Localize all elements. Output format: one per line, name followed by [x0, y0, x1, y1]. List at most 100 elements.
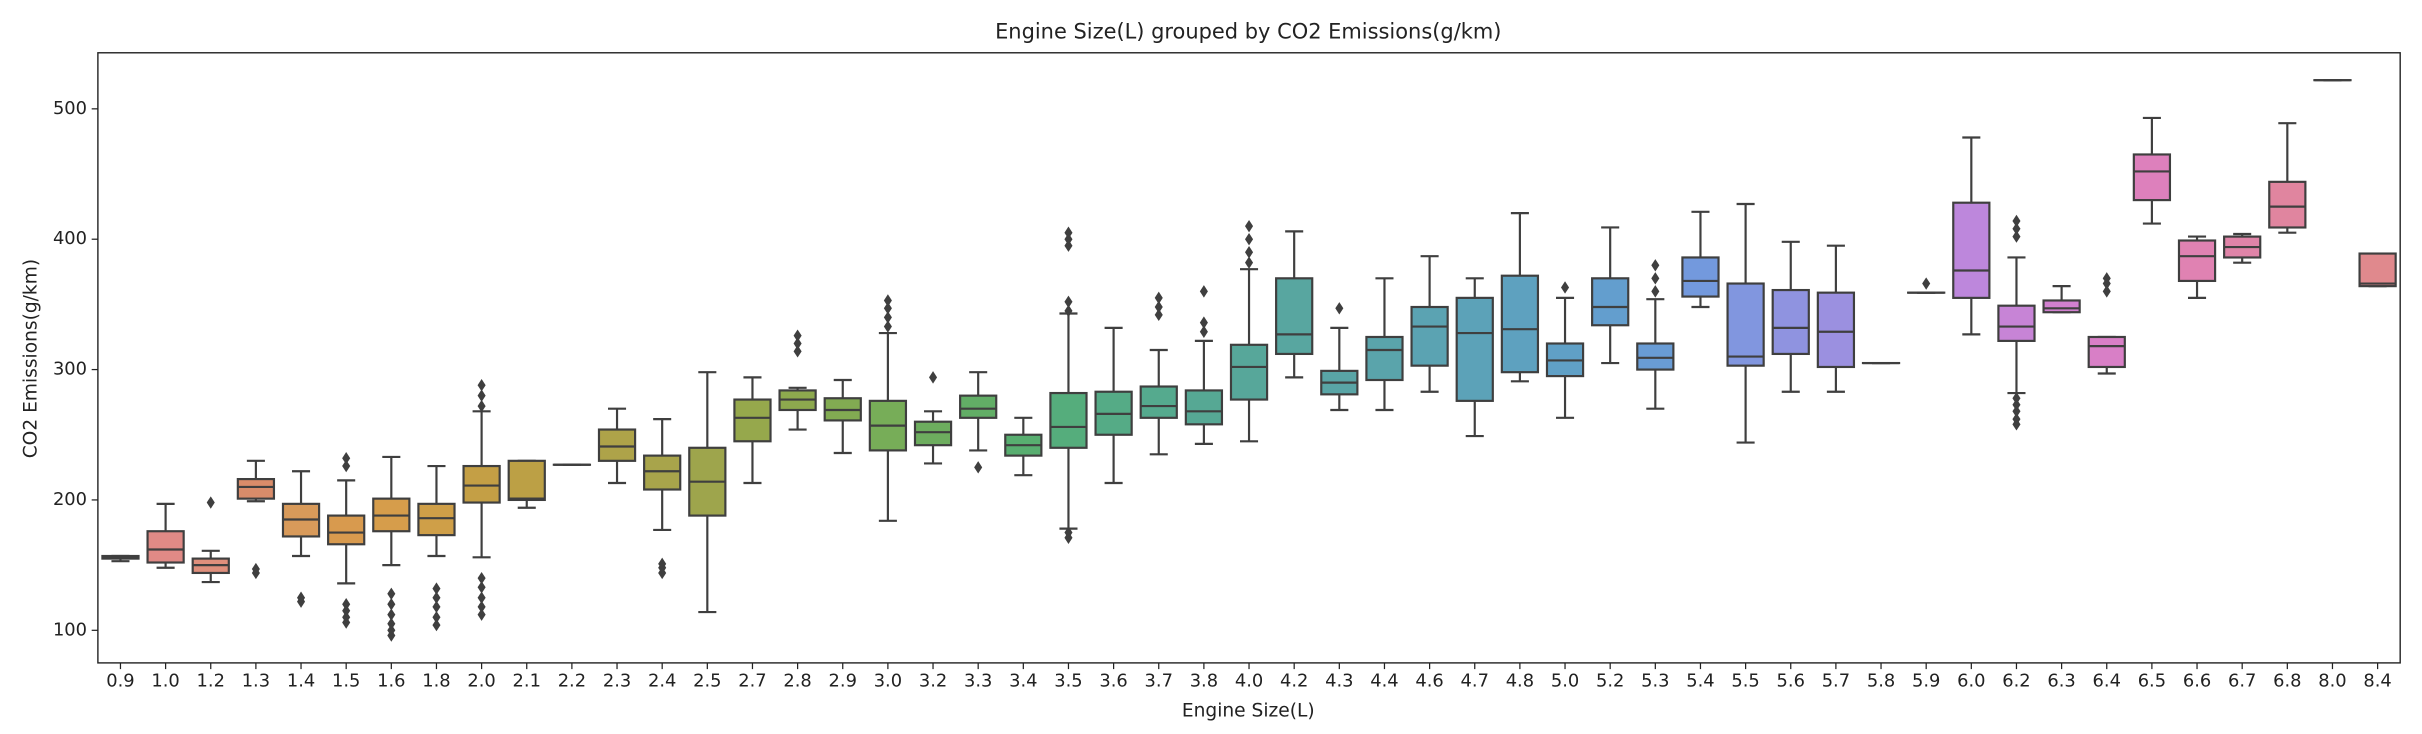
- x-tick-label: 3.2: [919, 671, 947, 692]
- box: [1410, 305, 1449, 367]
- box: [1500, 274, 1540, 374]
- x-tick-label: 1.3: [242, 671, 270, 692]
- outlier: [2012, 214, 2021, 228]
- x-tick-label: 5.6: [1777, 671, 1805, 692]
- x-tick-label: 5.7: [1822, 671, 1850, 692]
- x-tick-label: 2.9: [829, 671, 857, 692]
- plot-frame: [97, 52, 2401, 664]
- x-tick-label: 2.0: [467, 671, 495, 692]
- outlier: [1199, 285, 1208, 298]
- x-tick-label: 5.2: [1596, 671, 1624, 692]
- box: [2087, 335, 2126, 369]
- outlier: [342, 598, 351, 611]
- x-tick-label: 3.0: [874, 671, 902, 692]
- x-tick-label: 1.0: [151, 671, 179, 692]
- x-tick-label: 6.3: [2047, 671, 2075, 692]
- box: [1997, 304, 2036, 342]
- box: [1726, 282, 1765, 367]
- x-tick-label: 2.7: [738, 671, 766, 692]
- y-tick-label: 500: [53, 98, 87, 119]
- outlier: [974, 461, 983, 474]
- x-tick-label: 4.7: [1461, 671, 1489, 692]
- x-tick-label: 2.1: [513, 671, 541, 692]
- box: [2132, 153, 2172, 202]
- outlier: [2012, 222, 2021, 235]
- box: [1184, 389, 1224, 426]
- x-tick-label: 3.6: [1099, 671, 1127, 692]
- y-tick-label: 400: [53, 228, 87, 249]
- box: [1275, 277, 1314, 356]
- outlier: [1064, 239, 1073, 252]
- outlier: [2012, 230, 2021, 243]
- outlier: [1064, 304, 1073, 318]
- x-tick-label: 5.3: [1641, 671, 1669, 692]
- box: [236, 477, 276, 500]
- box: [462, 464, 501, 504]
- x-tick-label: 8.4: [2363, 671, 2391, 692]
- outlier: [1199, 316, 1208, 329]
- x-tick-label: 3.5: [1054, 671, 1082, 692]
- outlier: [1064, 232, 1073, 246]
- x-tick-label: 4.2: [1280, 671, 1308, 692]
- outlier: [1244, 246, 1254, 259]
- x-tick-label: 0.9: [106, 671, 134, 692]
- outlier: [477, 389, 486, 402]
- outlier: [2012, 392, 2021, 405]
- x-tick-label: 1.2: [197, 671, 225, 692]
- box: [1636, 342, 1675, 371]
- x-tick-label: 5.9: [1912, 671, 1940, 692]
- outlier: [1560, 281, 1570, 294]
- outlier: [658, 557, 667, 571]
- outlier: [1154, 291, 1163, 305]
- box: [913, 420, 953, 447]
- outlier: [2012, 405, 2021, 418]
- box: [959, 394, 998, 419]
- outlier: [477, 379, 486, 392]
- outlier: [387, 598, 396, 611]
- x-tick-label: 3.3: [964, 671, 992, 692]
- box: [1816, 291, 1856, 369]
- outlier: [1335, 302, 1344, 315]
- outlier: [477, 608, 486, 621]
- outlier: [1064, 295, 1073, 308]
- x-tick-label: 3.8: [1190, 671, 1218, 692]
- x-tick-label: 5.5: [1731, 671, 1759, 692]
- outlier: [1064, 526, 1073, 539]
- outlier: [1244, 219, 1254, 233]
- x-tick-label: 6.7: [2228, 671, 2256, 692]
- x-tick-label: 6.0: [1957, 671, 1985, 692]
- box: [507, 459, 546, 502]
- x-tick-label: 2.2: [558, 671, 586, 692]
- box: [2268, 180, 2307, 229]
- x-tick-label: 3.4: [1009, 671, 1037, 692]
- outlier: [1244, 232, 1254, 246]
- x-tick-label: 6.8: [2273, 671, 2301, 692]
- box: [417, 502, 456, 537]
- box: [643, 454, 682, 491]
- outlier: [883, 294, 892, 307]
- box: [2042, 299, 2081, 314]
- outlier: [1922, 277, 1931, 290]
- box: [1952, 201, 1991, 299]
- outlier: [251, 562, 260, 576]
- outlier: [206, 496, 215, 509]
- x-tick-label: 4.0: [1235, 671, 1263, 692]
- y-tick-label: 100: [53, 619, 87, 640]
- x-tick-label: 5.4: [1686, 671, 1714, 692]
- x-tick-label: 5.0: [1551, 671, 1579, 692]
- outlier: [2102, 272, 2111, 285]
- outlier: [883, 311, 892, 324]
- outlier: [793, 345, 802, 358]
- outlier: [387, 608, 396, 621]
- x-tick-label: 1.8: [422, 671, 450, 692]
- x-tick-label: 6.5: [2138, 671, 2166, 692]
- outlier: [432, 582, 441, 595]
- outlier: [1651, 259, 1660, 272]
- outlier: [477, 571, 486, 585]
- outlier: [2102, 285, 2111, 298]
- x-tick-label: 1.4: [287, 671, 315, 692]
- box: [2358, 252, 2397, 288]
- x-tick-label: 4.6: [1415, 671, 1443, 692]
- x-tick-label: 1.6: [377, 671, 405, 692]
